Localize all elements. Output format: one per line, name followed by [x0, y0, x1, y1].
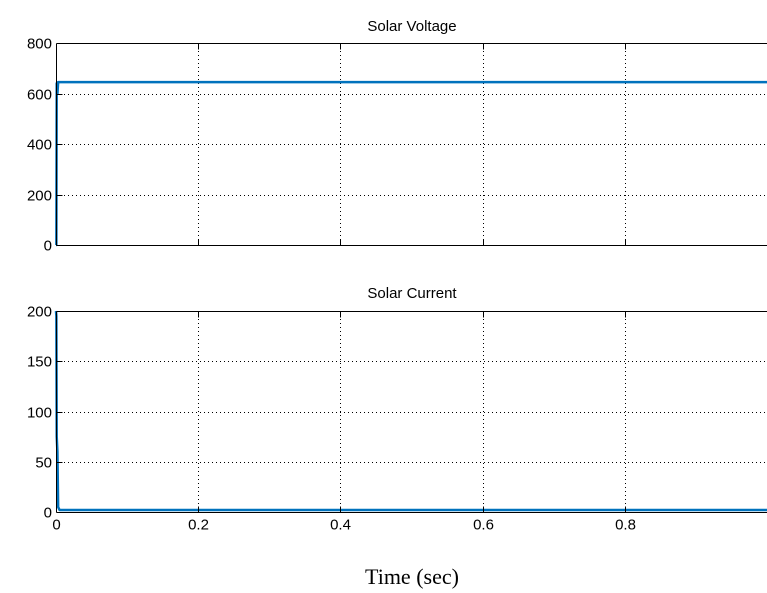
voltage-ytick-label: 0 — [44, 238, 52, 255]
x-axis-label: Time (sec) — [365, 564, 459, 589]
current-xtick-label: 0.6 — [473, 517, 494, 534]
current-chart-title: Solar Current — [367, 285, 457, 302]
voltage-tick-labels: 0 200 400 600 800 — [27, 36, 52, 255]
current-xtick-label: 0.4 — [330, 517, 351, 534]
voltage-ytick-label: 800 — [27, 36, 52, 53]
current-axes: Solar Current 0 0.2 0.4 0.6 0.8050100150200 … — [27, 285, 767, 589]
current-ytick-label: 150 — [27, 354, 52, 371]
current-xtick-label: 0 — [52, 517, 60, 534]
current-xtick-label: 0.2 — [188, 517, 209, 534]
voltage-ytick-label: 400 — [27, 137, 52, 154]
current-tick-labels: 0 0.2 0.4 0.6 0.8 0 50 100 150 200 — [27, 304, 636, 534]
voltage-ytick-label: 200 — [27, 188, 52, 205]
current-ticks — [56, 311, 767, 513]
current-grid — [56, 311, 767, 512]
current-ytick-label: 0 — [44, 505, 52, 522]
voltage-grid — [56, 43, 767, 245]
voltage-chart-title: Solar Voltage — [367, 18, 456, 35]
current-ytick-label: 200 — [27, 304, 52, 321]
voltage-ytick-label: 600 — [27, 87, 52, 104]
current-ytick-label: 50 — [35, 455, 52, 472]
current-xtick-label: 0.8 — [615, 517, 636, 534]
current-plot-area — [56, 311, 767, 512]
voltage-ticks — [56, 43, 767, 246]
voltage-axes: Solar Voltage 0 200 400 600 800 — [27, 18, 767, 255]
current-ytick-label: 100 — [27, 405, 52, 422]
